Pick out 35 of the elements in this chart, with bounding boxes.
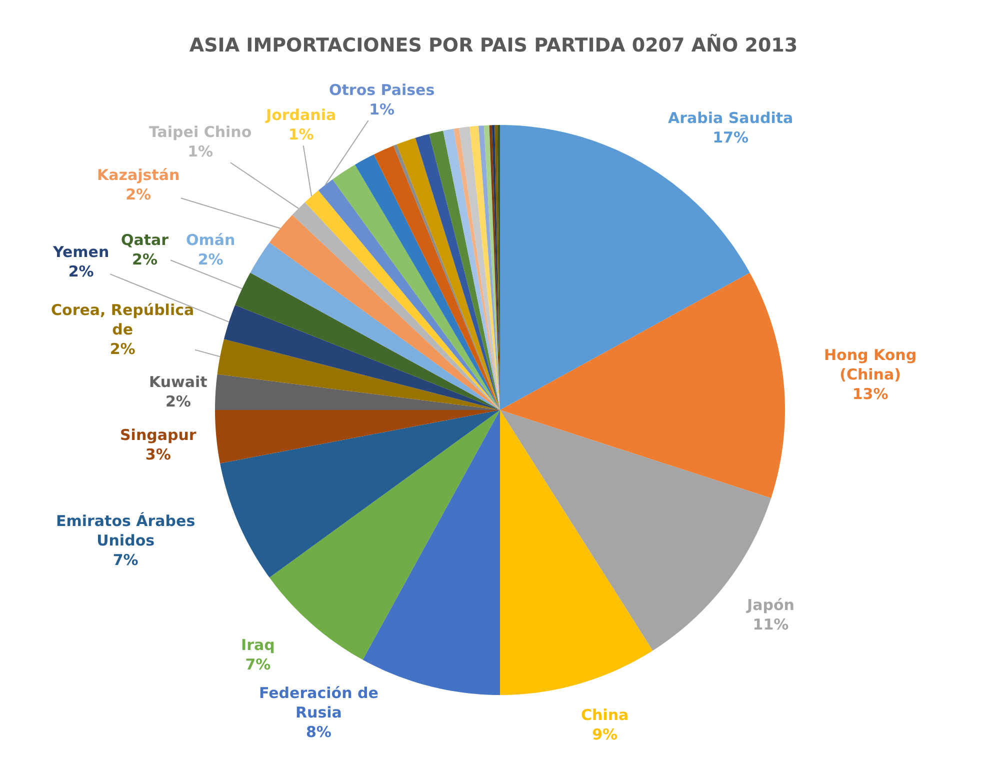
slice-label: Arabia Saudita — [668, 109, 794, 127]
slice-label: Corea, República de — [51, 301, 194, 338]
data-label: 2% — [165, 392, 191, 410]
slice-label: Otros Paises — [329, 81, 435, 99]
slice-label: Jordania — [265, 106, 336, 124]
slice-label: Japón — [746, 596, 794, 614]
slice-label: Iraq — [241, 636, 275, 654]
data-label: 11% — [752, 616, 789, 634]
data-label: 1% — [188, 142, 214, 160]
data-label: 9% — [592, 726, 618, 744]
data-label: 3% — [145, 446, 171, 464]
slice-label: Kazajstán — [97, 166, 180, 184]
data-label: 2% — [198, 250, 224, 268]
slice-label: China — [581, 706, 629, 724]
data-label: 1% — [288, 126, 314, 144]
chart-title: ASIA IMPORTACIONES POR PAIS PARTIDA 0207 AÑO 2013 — [189, 34, 798, 57]
data-label: 7% — [112, 551, 138, 569]
slice-label: Emiratos Árabes Unidos — [56, 512, 196, 550]
data-label: 2% — [110, 340, 136, 358]
data-label: 17% — [712, 128, 749, 146]
slice-label: Omán — [186, 231, 236, 249]
slice-label: Taipei Chino — [149, 123, 252, 141]
slice-label: Singapur — [120, 426, 197, 444]
data-label: 1% — [369, 100, 395, 118]
data-label: 8% — [306, 723, 332, 741]
data-label: 13% — [852, 385, 888, 403]
data-label: 7% — [245, 656, 271, 674]
slice-label: Kuwait — [149, 373, 208, 391]
slice-label: Federación de Rusia — [259, 684, 378, 722]
slice-label: Qatar — [121, 231, 170, 249]
slice-label: Yemen — [52, 243, 110, 261]
slice-label: Hong Kong (China) — [824, 346, 917, 384]
data-label: 2% — [68, 262, 94, 280]
data-label: 2% — [126, 186, 152, 204]
data-label: 2% — [132, 250, 158, 268]
